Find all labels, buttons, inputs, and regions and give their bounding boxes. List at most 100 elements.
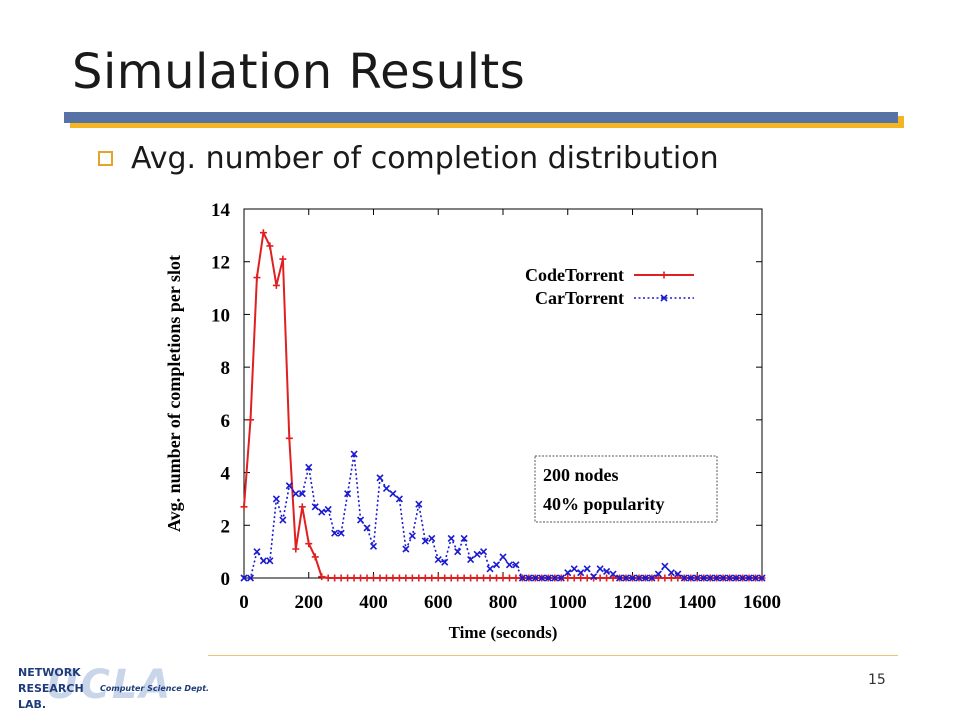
data-point-cartorrent xyxy=(654,570,662,578)
data-point-cartorrent xyxy=(745,574,753,582)
data-point-cartorrent xyxy=(253,548,261,556)
data-point-cartorrent xyxy=(577,569,585,577)
data-point-codetorrent xyxy=(337,574,345,582)
data-point-codetorrent xyxy=(344,574,352,582)
data-point-cartorrent xyxy=(751,574,760,582)
data-point-cartorrent xyxy=(499,553,507,561)
data-point-cartorrent xyxy=(337,529,345,537)
data-point-cartorrent xyxy=(408,532,416,540)
data-point-cartorrent xyxy=(590,573,598,581)
data-point-cartorrent xyxy=(279,516,287,524)
data-point-codetorrent xyxy=(473,574,481,582)
data-point-codetorrent xyxy=(447,574,455,582)
data-point-cartorrent xyxy=(480,548,488,556)
logo-watermark: UCLA xyxy=(46,662,173,708)
data-point-cartorrent xyxy=(382,484,391,492)
square-bullet-icon xyxy=(98,150,113,166)
data-point-cartorrent xyxy=(486,565,494,573)
x-tick-label: 1400 xyxy=(678,592,716,613)
page-number: 15 xyxy=(868,672,886,688)
y-tick-label: 14 xyxy=(211,200,231,221)
data-point-codetorrent xyxy=(408,574,416,582)
legend-label-cartorrent: CarTorrent xyxy=(535,288,624,308)
bullet-item: Avg. number of completion distribution xyxy=(98,138,719,178)
data-point-cartorrent xyxy=(739,574,747,582)
data-point-codetorrent xyxy=(583,574,591,582)
annotation-box xyxy=(534,455,718,523)
x-tick-label: 600 xyxy=(424,592,453,613)
annotation-line: 40% popularity xyxy=(543,494,665,514)
data-point-codetorrent xyxy=(370,574,377,582)
data-point-cartorrent xyxy=(713,574,721,582)
data-point-cartorrent xyxy=(609,570,617,578)
data-point-codetorrent xyxy=(415,574,423,582)
data-point-cartorrent xyxy=(551,574,559,582)
x-tick-label: 1200 xyxy=(614,592,652,613)
plot-frame xyxy=(243,208,763,579)
data-point-cartorrent xyxy=(505,561,514,569)
data-point-codetorrent xyxy=(324,574,332,582)
data-point-cartorrent xyxy=(272,495,280,503)
data-point-cartorrent xyxy=(603,567,611,575)
data-point-codetorrent xyxy=(434,574,442,582)
data-point-cartorrent xyxy=(564,569,572,577)
data-point-cartorrent xyxy=(434,555,442,564)
data-point-codetorrent xyxy=(654,574,662,582)
data-point-cartorrent xyxy=(700,574,708,582)
data-point-cartorrent xyxy=(492,561,501,569)
data-point-codetorrent xyxy=(266,242,274,250)
data-point-cartorrent xyxy=(680,574,688,582)
y-tick-label: 6 xyxy=(221,411,231,432)
x-tick-label: 1600 xyxy=(743,592,781,613)
data-point-cartorrent xyxy=(518,574,526,582)
x-tick-label: 400 xyxy=(359,592,388,613)
data-point-codetorrent xyxy=(395,574,403,582)
series-line-codetorrent xyxy=(243,229,762,579)
lab-logo: UCLA NETWORK RESEARCH LAB. Computer Scie… xyxy=(8,660,218,712)
data-point-cartorrent xyxy=(259,557,267,565)
data-point-codetorrent xyxy=(298,503,306,511)
data-point-codetorrent xyxy=(357,574,365,582)
x-tick-label: 0 xyxy=(239,592,249,613)
data-point-cartorrent xyxy=(628,574,637,582)
data-point-codetorrent xyxy=(441,574,449,582)
data-point-codetorrent xyxy=(577,574,585,582)
y-tick-label: 12 xyxy=(211,253,230,274)
data-point-codetorrent xyxy=(609,574,617,582)
data-point-cartorrent xyxy=(667,569,675,577)
data-point-cartorrent xyxy=(402,545,410,553)
data-point-cartorrent xyxy=(531,574,539,582)
data-point-codetorrent xyxy=(376,574,384,582)
data-point-codetorrent xyxy=(311,553,319,561)
data-point-codetorrent xyxy=(480,574,488,582)
data-point-codetorrent xyxy=(460,574,468,582)
y-tick-label: 8 xyxy=(221,358,231,379)
x-tick-label: 1000 xyxy=(549,592,587,613)
data-point-cartorrent xyxy=(331,529,339,537)
data-point-codetorrent xyxy=(564,574,572,582)
data-point-cartorrent xyxy=(454,548,462,556)
data-point-codetorrent xyxy=(667,574,675,582)
data-point-codetorrent xyxy=(512,574,520,582)
data-point-cartorrent xyxy=(415,500,423,508)
data-point-codetorrent xyxy=(402,574,410,582)
data-point-cartorrent xyxy=(389,490,397,498)
data-point-cartorrent xyxy=(758,574,766,582)
data-point-cartorrent xyxy=(285,482,293,490)
data-point-cartorrent xyxy=(298,490,306,498)
data-point-cartorrent xyxy=(447,534,455,543)
data-point-cartorrent xyxy=(292,490,300,498)
slide-title: Simulation Results xyxy=(72,44,526,100)
data-point-cartorrent xyxy=(674,570,682,578)
data-point-codetorrent xyxy=(279,255,287,263)
data-point-cartorrent xyxy=(732,574,740,582)
title-underline xyxy=(64,112,898,123)
legend-marker-codetorrent xyxy=(660,271,668,279)
data-point-codetorrent xyxy=(428,574,436,582)
data-point-cartorrent xyxy=(428,534,436,543)
x-tick-label: 200 xyxy=(295,592,324,613)
data-point-cartorrent xyxy=(344,490,352,498)
data-point-cartorrent xyxy=(324,505,332,514)
data-point-codetorrent xyxy=(318,573,326,581)
data-point-cartorrent xyxy=(369,542,378,550)
